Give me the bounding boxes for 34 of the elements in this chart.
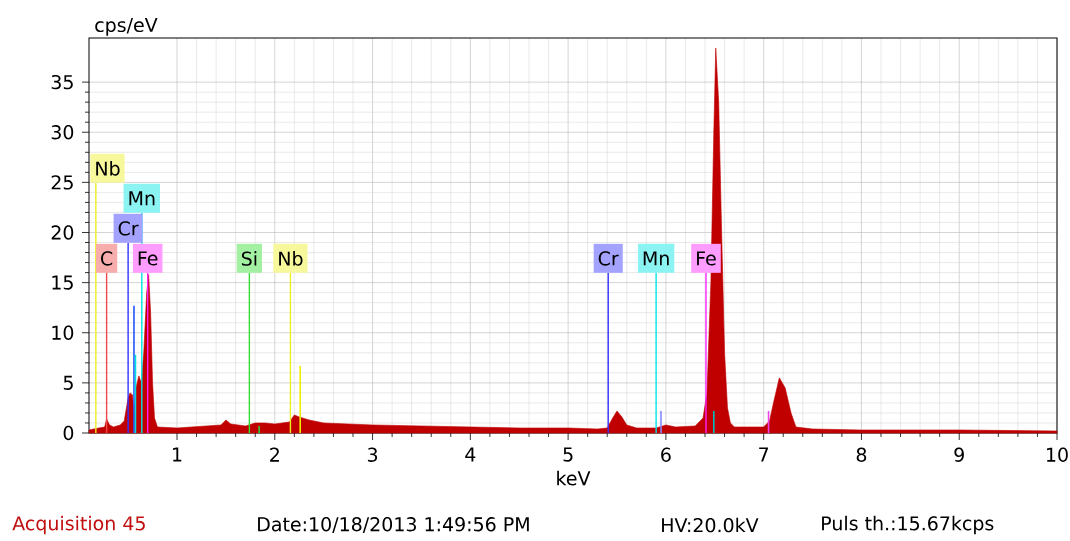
ref-line-label: Nb [96,161,120,176]
text: Acquisition 45 [12,515,145,535]
text: Date:10/18/2013 1:49:56 PM [258,517,529,533]
x-tick-label: 1 [173,447,182,462]
y-axis-title: cps/eV [95,18,158,36]
y-tick-label: 35 [51,74,73,90]
text: HV:20.0kV [662,517,759,533]
y-tick-label: 10 [52,325,74,340]
ref-line-label: Cr [118,221,139,236]
y-tick-label: 5 [63,375,73,390]
y-tick-label: 15 [52,275,73,290]
ref-line-label: Mn [643,251,669,266]
y-tick-label: 0 [63,425,74,441]
ref-line-label: Nb [279,251,303,266]
ref-line-label: C [101,251,113,266]
text: Puls th.:15.67kcps [822,515,994,535]
x-tick-label: 5 [563,447,573,462]
y-tick-label: 20 [51,225,74,240]
y-tick-label: 30 [51,125,74,140]
ref-line-label: Fe [697,251,716,266]
x-tick-label: 10 [1047,447,1068,462]
ref-line-label: Mn [129,191,155,206]
x-tick-label: 8 [856,447,867,462]
ref-line-label: Fe [138,251,158,266]
ref-line-label: Si [241,251,257,266]
x-tick-label: 7 [759,447,769,462]
y-tick-label: 25 [51,175,73,190]
x-tick-label: 3 [367,447,378,462]
x-tick-label: 2 [270,447,279,462]
x-axis-title: keV [557,470,591,486]
x-tick-label: 9 [954,447,964,462]
x-tick-label: 6 [661,447,671,462]
ref-line-label: Cr [598,251,619,266]
x-tick-label: 4 [465,447,476,462]
